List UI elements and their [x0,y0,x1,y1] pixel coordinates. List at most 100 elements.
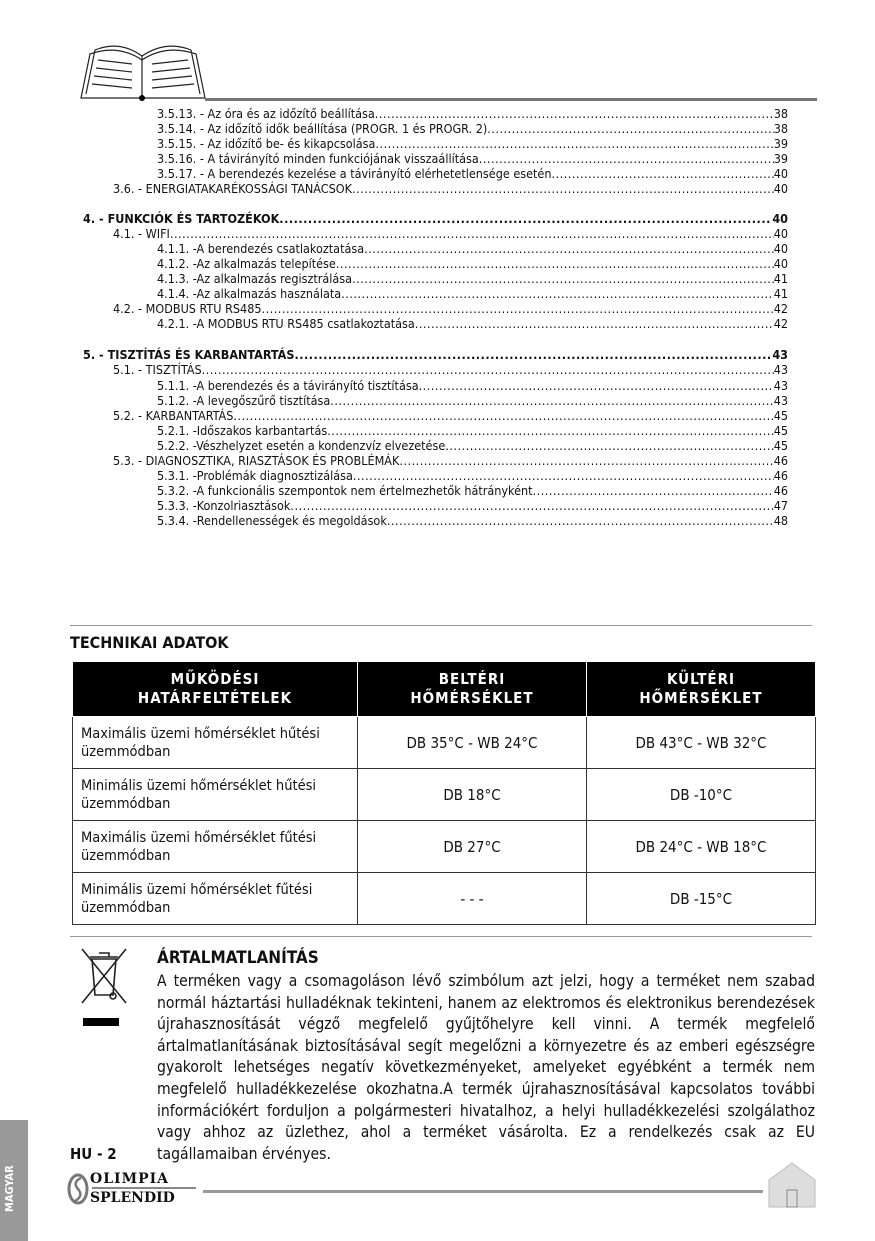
toc-label: 4.2. - MODBUS RTU RS485 [113,301,262,317]
toc-leader [330,393,773,408]
toc-entry[interactable]: 5.2.1. -Időszakos karbantartás 45 [83,423,788,438]
toc-entry[interactable]: 4.1. - WIFI 40 [83,226,788,241]
toc-label: 5.3.1. -Problémák diagnosztizálása [157,468,353,484]
toc-leader [352,181,774,196]
toc-leader [487,121,773,136]
brand-name: OLIMPIA [90,1171,170,1187]
toc-page: 39 [773,151,788,167]
outdoor-temp-cell: DB -15°C [586,872,816,925]
toc-leader [479,151,774,166]
toc-leader [551,166,773,181]
toc-page: 45 [773,422,788,438]
toc-page: 40 [773,240,788,256]
header-cell: BELTÉRI HŐMÉRSÉKLET [357,661,587,717]
divider [70,936,812,937]
toc-label: 5.3.2. -A funkcionális szempontok nem ér… [157,483,533,499]
toc-page: 43 [772,347,788,363]
toc-page: 43 [773,377,788,393]
toc-leader [352,271,774,286]
toc-entry[interactable]: 4.2.1. -A MODBUS RTU RS485 csatlakoztatá… [83,316,788,331]
toc-entry[interactable]: 3.5.14. - Az időzítő idők beállítása (PR… [83,121,788,136]
toc-entry[interactable]: 5.1.2. -A levegőszűrő tisztítása 43 [83,393,788,408]
toc-label: 4.1.2. -Az alkalmazás telepítése [157,255,336,271]
brand-rule [92,1187,196,1189]
toc-page: 40 [773,181,788,197]
toc-entry[interactable]: 5.1. - TISZTÍTÁS 43 [83,362,788,377]
toc-entry[interactable]: 5.2. - KARBANTARTÁS 45 [83,408,788,423]
toc-leader [341,286,773,301]
toc-label: 5. - TISZTÍTÁS ÉS KARBANTARTÁS [83,347,295,363]
toc-entry[interactable]: 3.5.16. - A távirányító minden funkciójá… [83,151,788,166]
weee-bar [83,1018,119,1026]
toc-page: 42 [773,301,788,317]
language-tab: MAGYAR [0,1120,28,1241]
toc-entry[interactable]: 3.5.13. - Az óra és az időzítő beállítás… [83,106,788,121]
toc-label: 4.1.3. -Az alkalmazás regisztrálása [157,270,353,286]
toc-leader [262,301,774,316]
toc-page: 41 [773,286,788,302]
toc-leader [327,423,773,438]
table-row: Minimális üzemi hőmérséklet fűtési üzemm… [72,872,816,925]
disposal-text: A terméken vagy a csomagoláson lévő szim… [157,972,815,1163]
toc-entry[interactable]: 5.3. - DIAGNOSZTIKA, RIASZTÁSOK ÉS PROBL… [83,453,788,468]
toc-entry[interactable]: 4.1.1. -A berendezés csatlakoztatása 40 [83,241,788,256]
toc-page: 42 [773,316,788,332]
toc-entry[interactable]: 3.5.15. - Az időzítő be- és kikapcsolása… [83,136,788,151]
crossed-bin-icon [81,948,127,1004]
section-title: TECHNIKAI ADATOK [70,633,229,652]
toc-label: 5.3.4. -Rendellenességek és megoldások [157,513,387,529]
toc-label: 5.3.3. -Konzolriasztások [157,498,291,514]
brand-logo-icon [67,1173,89,1205]
toc-leader [375,136,773,151]
toc-leader [202,362,774,377]
brand-name: SPLENDID [90,1190,175,1206]
outdoor-temp-cell: DB 43°C - WB 32°C [586,716,816,769]
toc-page: 40 [773,225,788,241]
toc-label: 3.5.15. - Az időzítő be- és kikapcsolása [157,136,376,152]
toc-entry[interactable]: 3.6. - ENERGIATAKARÉKOSSÁGI TANÁCSOK 40 [83,181,788,196]
toc-entry[interactable]: 5.3.1. -Problémák diagnosztizálása 46 [83,468,788,483]
toc-entry[interactable]: 3.5.17. - A berendezés kezelése a távirá… [83,166,788,181]
technical-data-table: MŰKÖDÉSI HATÁRFELTÉTELEK BELTÉRI HŐMÉRSÉKL… [72,661,816,925]
toc-leader [170,226,774,241]
toc-page: 45 [773,437,788,453]
toc-entry[interactable]: 4.1.4. -Az alkalmazás használata 41 [83,286,788,301]
toc-label: 4.1.1. -A berendezés csatlakoztatása [157,240,365,256]
toc-entry[interactable]: 5.1.1. -A berendezés és a távirányító ti… [83,378,788,393]
footer-rule [203,1190,763,1193]
toc-label: 3.5.14. - Az időzítő idők beállítása (PR… [157,121,488,137]
indoor-temp-cell: - - - [357,872,587,925]
toc-label: 5.2.1. -Időszakos karbantartás [157,422,328,438]
toc-page: 46 [773,468,788,484]
toc-leader [415,316,774,331]
toc-entry[interactable]: 5.2.2. -Vészhelyzet esetén a kondenzvíz … [83,438,788,453]
toc-entry[interactable]: 4.1.3. -Az alkalmazás regisztrálása 41 [83,271,788,286]
toc-label: 4.2.1. -A MODBUS RTU RS485 csatlakoztatá… [157,316,415,332]
toc-leader [290,498,773,513]
toc-entry[interactable]: 4.1.2. -Az alkalmazás telepítése 40 [83,256,788,271]
toc-page: 45 [773,407,788,423]
toc-entry[interactable]: 5.3.2. -A funkcionális szempontok nem ér… [83,483,788,498]
table-row: Maximális üzemi hőmérséklet fűtési üzemm… [72,820,816,873]
toc-page: 47 [773,498,788,514]
toc-entry[interactable]: 4. - FUNKCIÓK ÉS TARTOZÉKOK 40 [83,211,788,226]
toc-entry[interactable]: 5. - TISZTÍTÁS ÉS KARBANTARTÁS 43 [83,347,788,362]
toc-label: 5.3. - DIAGNOSZTIKA, RIASZTÁSOK ÉS PROBL… [113,452,400,468]
home-icon[interactable] [768,1162,816,1208]
toc-label: 3.6. - ENERGIATAKARÉKOSSÁGI TANÁCSOK [113,181,352,197]
toc-page: 48 [773,513,788,529]
toc-leader [353,468,774,483]
toc-entry[interactable]: 5.3.4. -Rendellenességek és megoldások 48 [83,513,788,528]
toc-page: 46 [773,452,788,468]
table-row: Maximális üzemi hőmérséklet hűtési üzemm… [72,716,816,769]
toc-entry[interactable]: 5.3.3. -Konzolriasztások 47 [83,498,788,513]
toc-page: 43 [773,362,788,378]
condition-cell: Maximális üzemi hőmérséklet hűtési üzemm… [72,716,358,769]
indoor-temp-cell: DB 18°C [357,768,587,821]
toc-entry[interactable]: 4.2. - MODBUS RTU RS485 42 [83,301,788,316]
table-row: Minimális üzemi hőmérséklet hűtési üzemm… [72,768,816,821]
toc-page: 43 [773,392,788,408]
toc-label: 4. - FUNKCIÓK ÉS TARTOZÉKOK [83,210,280,226]
condition-cell: Minimális üzemi hőmérséklet fűtési üzemm… [72,872,358,925]
toc-leader [419,378,774,393]
